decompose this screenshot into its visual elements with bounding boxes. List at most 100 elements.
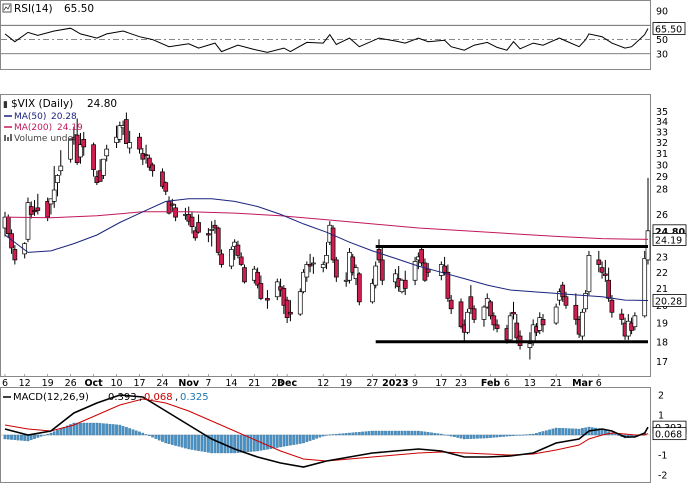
price-tick-label: 21 (656, 284, 668, 295)
macd-hist-bar (351, 432, 355, 436)
macd-hist-bar (341, 433, 345, 436)
macd-hist-bar (558, 427, 561, 436)
candle-body (97, 170, 103, 182)
macd-hist-bar (144, 434, 148, 436)
price-tag (652, 233, 687, 246)
candle-body (356, 273, 362, 303)
macd-hist-bar (456, 434, 460, 438)
macd-hist-bar (400, 430, 404, 436)
candle-body (58, 165, 64, 172)
macd-hist-bar (111, 424, 115, 436)
macd-hist-bar (567, 428, 571, 436)
date-tick-label: 6 (2, 378, 8, 389)
rsi-label: RSI(14) (14, 3, 53, 15)
macd-hist-bar (85, 422, 89, 436)
candle-body (232, 241, 237, 247)
macd-sep-1: , (139, 392, 142, 403)
macd-hist-bar (495, 434, 499, 438)
macd-hist-bar (462, 434, 466, 440)
candle-body (242, 267, 247, 283)
macd-hist-bar (561, 428, 565, 436)
candle-body (632, 315, 638, 328)
candle-body (238, 256, 244, 265)
macd-hist-bar (423, 431, 427, 436)
macd-hist-bar (410, 430, 414, 436)
macd-hist-bar (164, 434, 168, 444)
macd-hist-bar (476, 434, 479, 439)
macd-hist-bar (187, 434, 191, 450)
candle-body (563, 296, 569, 306)
price-tick-label: 19 (656, 319, 668, 330)
candle-body (448, 299, 454, 310)
candle-body (150, 164, 155, 172)
candle-body (609, 299, 615, 313)
macd-hist-bar (574, 428, 578, 436)
rsi-line (4, 27, 649, 53)
price-tick-label: 33 (656, 127, 668, 138)
date-tick-label: 19 (42, 378, 54, 389)
price-tick-label: 29 (656, 172, 668, 183)
macd-hist-bar (433, 432, 437, 436)
candle-body (127, 142, 133, 149)
macd-hist-bar (436, 433, 440, 436)
macd-hist-value: 0.325 (180, 392, 209, 403)
candle-body (5, 216, 11, 234)
macd-hist-bar (190, 434, 194, 450)
candle-body (393, 273, 398, 283)
candle-body (81, 138, 87, 148)
date-tick-label: 14 (225, 378, 237, 389)
macd-hist-bar (3, 434, 7, 440)
candle-body (583, 293, 589, 310)
macd-hist-bar (551, 428, 555, 436)
candle-body (101, 158, 106, 176)
macd-tick-label: -1 (658, 451, 667, 462)
macd-hist-bar (597, 428, 601, 436)
macd-hist-bar (184, 434, 187, 449)
macd-hist-bar (502, 434, 506, 437)
macd-hist-bar (141, 432, 145, 436)
macd-line (4, 394, 649, 468)
macd-hist-bar (203, 434, 207, 453)
candle-body (603, 273, 608, 276)
macd-hist-bar (289, 434, 292, 446)
candle-body (580, 311, 585, 337)
macd-hist-bar (121, 425, 125, 436)
macd-hist-bar (367, 431, 371, 436)
macd-hist-bar (105, 423, 109, 436)
price-tick-label: 32 (656, 138, 668, 149)
macd-hist-bar (23, 434, 27, 441)
rsi-value-tag (652, 22, 686, 35)
macd-hist-bar (528, 434, 532, 436)
candle-body (206, 233, 211, 236)
date-tick-label: 17 (435, 378, 447, 389)
candle-body (540, 319, 546, 326)
macd-tag-text: 0.068 (655, 430, 682, 441)
candle-body (311, 262, 316, 265)
candle-body (209, 229, 215, 231)
date-tick-label: 7 (205, 378, 211, 389)
candle-body (606, 279, 611, 299)
macd-hist-bar (154, 434, 158, 439)
candle-body (333, 259, 339, 278)
candle-body (137, 136, 142, 150)
date-tick-label: 21 (248, 378, 260, 389)
macd-hist-bar (170, 434, 174, 445)
macd-tick-label: 2 (658, 391, 664, 402)
rsi-line-icon (3, 4, 11, 11)
candle-body (140, 153, 146, 160)
macd-hist-bar (20, 434, 23, 441)
macd-hist-bar (308, 434, 312, 441)
price-tick-label: 34 (656, 117, 668, 128)
macd-hist-bar (535, 432, 538, 436)
candle-body (78, 144, 83, 158)
price-tick-label: 28 (656, 184, 668, 195)
candle-body (619, 313, 625, 320)
candle-body (353, 267, 359, 279)
macd-hist-bar (177, 434, 181, 447)
candle-body (419, 249, 424, 264)
macd-hist-bar (256, 434, 259, 452)
candle-body (350, 256, 356, 273)
macd-hist-bar (354, 432, 358, 436)
candle-body (91, 144, 96, 170)
candle-body (258, 283, 264, 299)
